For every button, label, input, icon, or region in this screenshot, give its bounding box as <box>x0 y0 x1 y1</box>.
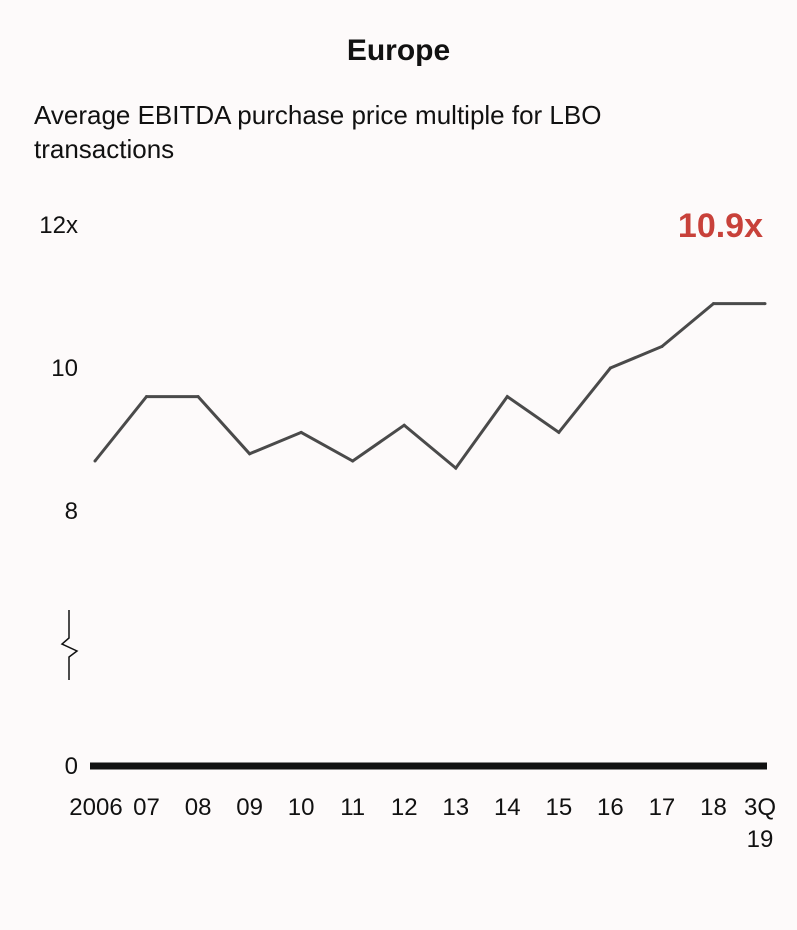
x-tick-label: 17 <box>649 794 676 821</box>
x-axis-ticks: 2006 07 08 09 10 11 12 13 14 15 16 17 18 3Q 19 <box>69 794 776 853</box>
data-point <box>299 430 303 434</box>
x-tick-label: 15 <box>545 794 572 821</box>
x-tick-label: 14 <box>494 794 521 821</box>
data-point <box>505 395 509 399</box>
x-tick-label: 08 <box>185 794 212 821</box>
data-point <box>763 302 767 306</box>
data-points <box>93 302 767 470</box>
x-tick-label: 3Q 19 <box>744 794 776 853</box>
data-point <box>93 459 97 463</box>
data-point <box>145 395 149 399</box>
axis-break-icon <box>60 610 79 680</box>
chart-title: Europe <box>346 34 451 67</box>
y-tick-label: 0 <box>65 753 78 780</box>
data-point <box>196 395 200 399</box>
x-tick-label: 2006 <box>69 794 122 821</box>
x-tick-label: 09 <box>236 794 263 821</box>
data-point <box>557 430 561 434</box>
x-tick-label: 16 <box>597 794 624 821</box>
data-point <box>351 459 355 463</box>
x-tick-label: 13 <box>442 794 469 821</box>
x-tick-label: 12 <box>391 794 418 821</box>
x-tick-label: 07 <box>133 794 160 821</box>
x-tick-label: 10 <box>288 794 315 821</box>
y-axis-ticks: 12x 10 8 0 <box>39 212 78 780</box>
data-point <box>711 302 715 306</box>
series-line <box>93 302 765 471</box>
data-point <box>608 366 612 370</box>
latest-value-callout: 10.9x <box>678 207 763 245</box>
y-tick-label: 10 <box>51 355 78 382</box>
y-tick-label: 12x <box>39 212 78 239</box>
data-point <box>402 423 406 427</box>
chart-subtitle: Average EBITDA purchase price multiple f… <box>34 100 602 164</box>
x-tick-label: 11 <box>340 794 365 821</box>
x-tick-label: 18 <box>700 794 727 821</box>
data-point <box>660 345 664 349</box>
y-tick-label: 8 <box>65 498 78 525</box>
data-point <box>248 452 252 456</box>
data-point <box>454 466 458 470</box>
